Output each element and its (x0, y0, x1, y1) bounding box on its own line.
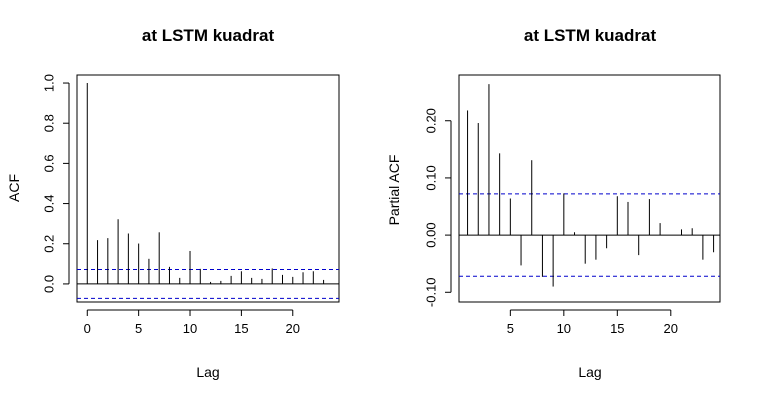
pacf-title: at LSTM kuadrat (524, 26, 657, 45)
pacf-x-tick-label-5: 5 (507, 321, 514, 336)
pacf-y-tick-label-2: 0.10 (424, 165, 439, 190)
pacf-y-tick-label-1: 0.00 (424, 222, 439, 247)
pacf-y-axis-label: Partial ACF (386, 155, 402, 226)
acf-y-tick-label-1: 0.2 (42, 235, 57, 253)
acf-title: at LSTM kuadrat (142, 26, 275, 45)
acf-plot-frame (76, 74, 340, 303)
acf-y-tick-label-4: 0.8 (42, 114, 57, 132)
pacf-x-tick-label-10: 10 (557, 321, 571, 336)
acf-y-tick-label-0: 0.0 (42, 275, 57, 293)
pacf-y-tick-label-0: -0.10 (424, 277, 439, 307)
pacf-x-tick-label-20: 20 (664, 321, 678, 336)
pacf-x-axis-label: Lag (578, 364, 601, 380)
acf-x-tick-label-10: 10 (183, 321, 197, 336)
pacf-y-tick-label-3: 0.20 (424, 108, 439, 133)
acf-y-tick-label-3: 0.6 (42, 154, 57, 172)
acf-x-tick-label-20: 20 (286, 321, 300, 336)
acf-x-tick-label-5: 5 (135, 321, 142, 336)
chart-marks: 0 5 10 15 20 0.0 0.2 0.4 0.6 0.8 1.0 5 10 15 20 -0.10 0.… (42, 74, 721, 336)
acf-x-tick-label-0: 0 (84, 321, 91, 336)
acf-y-axis-label: ACF (6, 174, 22, 202)
pacf-plot-frame (458, 74, 721, 303)
acf-x-tick-label-15: 15 (234, 321, 248, 336)
pacf-x-tick-label-15: 15 (610, 321, 624, 336)
acf-y-tick-label-5: 1.0 (42, 74, 57, 92)
acf-x-axis-label: Lag (196, 364, 219, 380)
acf-y-tick-label-2: 0.4 (42, 195, 57, 213)
